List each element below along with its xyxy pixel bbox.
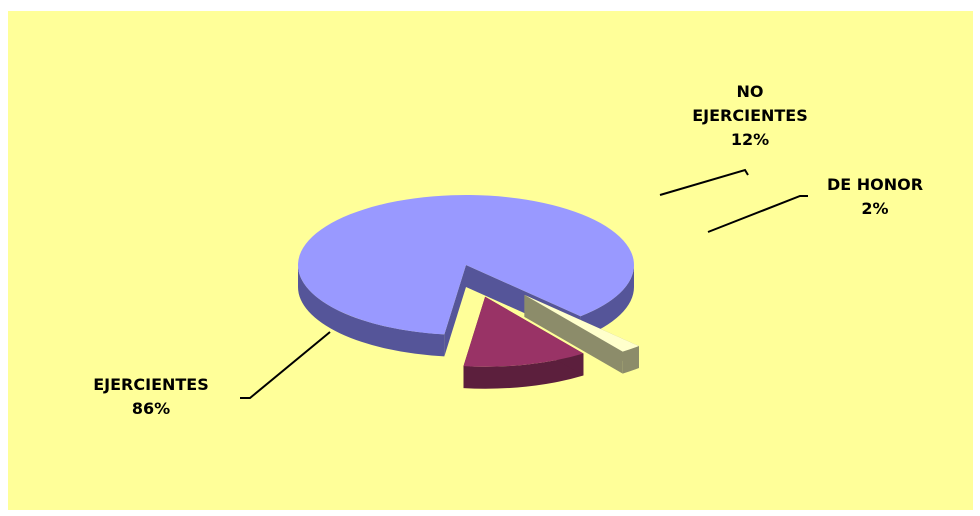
leader-line-de-honor [707, 195, 808, 233]
slice-top-ejercientes [297, 195, 634, 335]
label-ejercientes-percent: 86% [131, 399, 171, 418]
leader-line-no-ejercientes [659, 168, 749, 196]
slice-edge-ejercientes-1 [444, 265, 466, 357]
label-de-honor-name: DE HONOR [826, 175, 924, 194]
label-no-ejercientes-line2: EJERCIENTES [692, 106, 808, 125]
label-no-ejercientes-line1: NO [736, 82, 764, 101]
label-de-honor: DE HONOR 2% [790, 173, 960, 221]
label-ejercientes: EJERCIENTES 86% [56, 373, 246, 421]
slice-top-de-honor [524, 294, 639, 352]
slice-side-ejercientes [298, 265, 445, 357]
label-no-ejercientes: NO EJERCIENTES 12% [650, 80, 850, 152]
slice-no-ejercientes [463, 296, 584, 389]
label-no-ejercientes-percent: 12% [730, 130, 770, 149]
label-de-honor-percent: 2% [861, 199, 889, 218]
slice-side-no-ejercientes [463, 353, 584, 389]
slice-top-no-ejercientes [463, 296, 584, 367]
slice-edge-de-honor-1 [524, 294, 639, 369]
label-ejercientes-name: EJERCIENTES [93, 375, 209, 394]
slice-de-honor [524, 294, 639, 374]
leader-line-ejercientes [240, 331, 331, 399]
slice-side-ejercientes [580, 265, 634, 339]
